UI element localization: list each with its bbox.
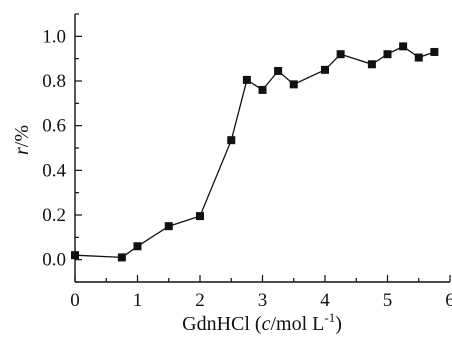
y-tick-label: 1.0 xyxy=(42,26,66,47)
data-point xyxy=(430,47,439,56)
tick-labels: 0 1 2 3 4 5 6 0.0 0.2 0.4 0.6 0.8 1.0 xyxy=(42,26,452,311)
y-tick-label: 0.2 xyxy=(42,205,66,226)
x-axis-suffix: ) xyxy=(335,313,342,335)
x-axis-unit-exponent: -1 xyxy=(324,310,335,325)
x-tick-label: 1 xyxy=(133,290,143,311)
data-point xyxy=(289,80,298,89)
series-line xyxy=(74,45,435,259)
data-point xyxy=(258,85,267,94)
data-point xyxy=(71,251,79,260)
data-point xyxy=(321,65,329,74)
y-tick-label: 0.0 xyxy=(42,250,66,271)
x-tick-label: 4 xyxy=(320,290,330,311)
y-axis-unit: /% xyxy=(11,125,33,147)
data-point xyxy=(274,66,283,75)
data-point xyxy=(414,53,423,62)
x-tick-label: 6 xyxy=(445,290,452,311)
y-axis-title: r/% xyxy=(11,125,33,155)
x-axis-variable: c xyxy=(262,313,271,335)
data-point xyxy=(399,42,408,51)
y-tick-label: 0.8 xyxy=(42,71,66,92)
data-series xyxy=(71,42,439,262)
x-axis-unit: /mol L xyxy=(270,313,324,335)
y-tick-label: 0.6 xyxy=(42,116,66,137)
x-tick-label: 3 xyxy=(258,290,268,311)
axes xyxy=(74,14,450,283)
data-point xyxy=(367,60,376,69)
data-point xyxy=(133,242,142,251)
data-point xyxy=(117,253,126,262)
y-axis-variable: r xyxy=(11,147,33,155)
x-axis-prefix: GdnHCl ( xyxy=(182,313,262,335)
ticks xyxy=(74,13,451,283)
x-tick-label: 2 xyxy=(195,290,205,311)
data-point xyxy=(164,222,173,231)
data-point xyxy=(336,50,345,59)
data-point xyxy=(196,212,204,221)
x-axis-title: GdnHCl (c/mol L-1) xyxy=(182,310,342,335)
data-point xyxy=(227,136,236,145)
data-point xyxy=(383,50,392,59)
y-tick-label: 0.4 xyxy=(42,160,66,181)
x-tick-label: 5 xyxy=(383,290,393,311)
data-point xyxy=(242,75,251,84)
x-tick-label: 0 xyxy=(70,290,80,311)
